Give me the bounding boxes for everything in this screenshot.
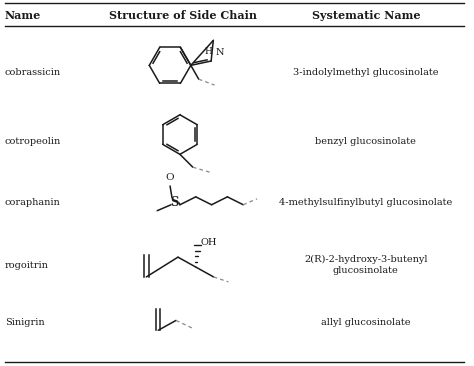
Text: S: S	[171, 196, 179, 209]
Text: benzyl glucosinolate: benzyl glucosinolate	[315, 137, 416, 146]
Text: Structure of Side Chain: Structure of Side Chain	[109, 10, 257, 22]
Text: OH: OH	[201, 238, 217, 247]
Text: N: N	[216, 48, 225, 57]
Text: 4-methylsulfinylbutyl glucosinolate: 4-methylsulfinylbutyl glucosinolate	[279, 198, 453, 207]
Text: cobrassicin: cobrassicin	[5, 68, 61, 77]
Text: H: H	[204, 47, 212, 56]
Text: 3-indolylmethyl glucosinolate: 3-indolylmethyl glucosinolate	[293, 68, 438, 77]
Text: coraphanin: coraphanin	[5, 198, 61, 207]
Text: allyl glucosinolate: allyl glucosinolate	[321, 318, 410, 327]
Text: O: O	[166, 173, 174, 182]
Text: cotropeolin: cotropeolin	[5, 137, 61, 146]
Text: Sinigrin: Sinigrin	[5, 318, 45, 327]
Text: rogoitrin: rogoitrin	[5, 261, 49, 270]
Text: 2(R)-2-hydroxy-3-butenyl
glucosinolate: 2(R)-2-hydroxy-3-butenyl glucosinolate	[304, 255, 428, 275]
Text: Systematic Name: Systematic Name	[311, 10, 420, 22]
Text: Name: Name	[5, 10, 41, 22]
